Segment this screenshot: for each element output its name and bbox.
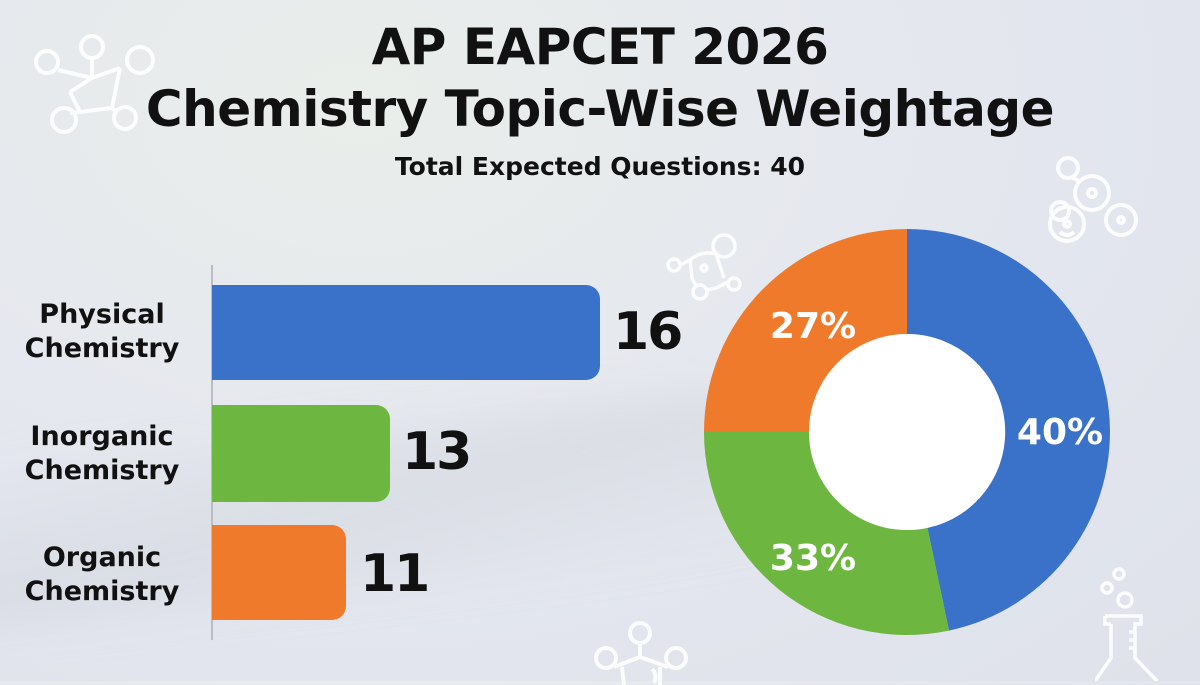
bar-value-physical: 16 [613,302,683,362]
donut-hole [809,334,1005,530]
bar-label-physical: Physical Chemistry [2,298,202,366]
flask-icon [1095,567,1159,681]
slice-label-organic: 27% [770,306,856,347]
chart-subtitle: Total Expected Questions: 40 [394,152,806,181]
bar-organic-chemistry [212,525,346,620]
bar-inorganic-chemistry [212,405,390,502]
donut-slice-inorganic [704,432,949,635]
molecule-icon [34,34,155,134]
bar-label-inorganic: Inorganic Chemistry [2,420,202,488]
bar-label-line: Organic [42,542,162,573]
bar-label-line: Chemistry [24,576,180,607]
bar-label-line: Chemistry [24,455,180,486]
molecule-icon [594,621,688,685]
donut-slice-physical [907,229,1110,631]
molecule-icon [666,233,742,301]
bar-label-organic: Organic Chemistry [2,541,202,609]
bar-label-line: Physical [39,299,165,330]
bar-value-inorganic: 13 [402,422,472,482]
bar-physical-chemistry [212,285,600,380]
bar-value-organic: 11 [360,544,430,604]
molecule-icon [1048,156,1138,243]
bar-label-line: Inorganic [30,421,174,452]
bar-label-line: Chemistry [24,333,180,364]
slice-label-inorganic: 33% [770,538,856,579]
slice-label-physical: 40% [1017,412,1103,453]
donut-slice-organic [704,229,907,432]
chart-title: AP EAPCET 2026 [371,18,829,76]
chart-title-line2: Chemistry Topic-Wise Weightage [145,80,1055,138]
